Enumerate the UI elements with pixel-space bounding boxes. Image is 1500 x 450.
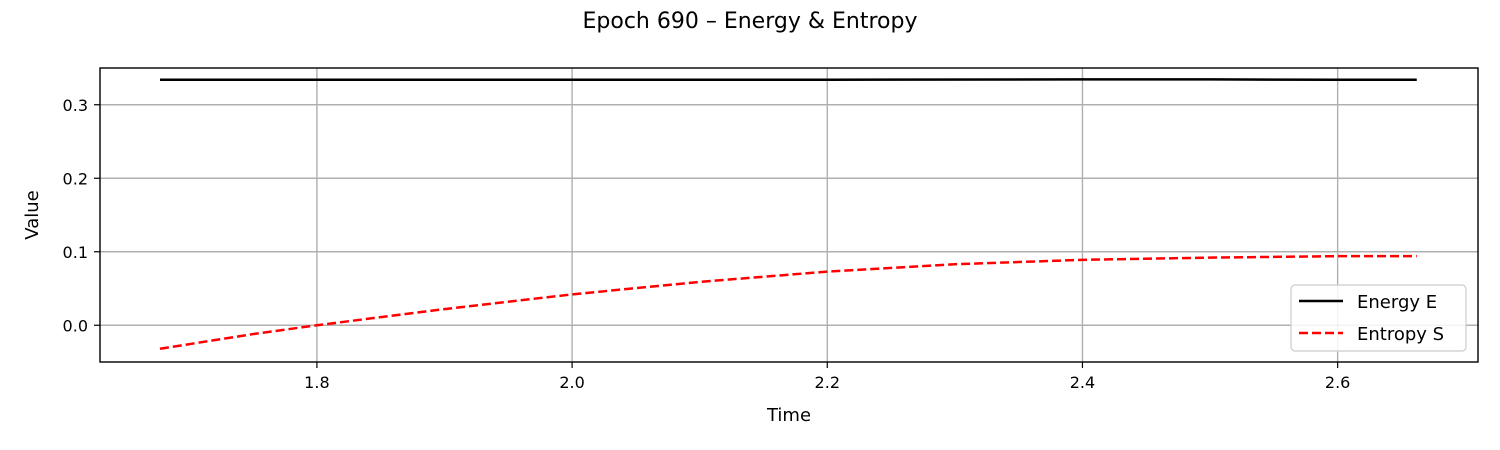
x-tick-label: 2.6 <box>1325 373 1350 392</box>
x-axis-label: Time <box>766 405 811 426</box>
plot-series <box>159 78 1417 351</box>
axis-ticks: 1.8 2.0 2.2 2.4 2.6 0.0 0.1 0.2 0.3 <box>63 96 1351 392</box>
legend: Energy E Entropy S <box>1290 284 1467 352</box>
y-tick-label: 0.1 <box>63 243 88 262</box>
y-axis-label: Value <box>22 190 43 239</box>
grid <box>100 68 1478 362</box>
y-tick-label: 0.2 <box>63 169 88 188</box>
x-tick-label: 1.8 <box>304 373 329 392</box>
chart-title: Epoch 690 – Energy & Entropy <box>583 9 918 34</box>
legend-label-entropy: Entropy S <box>1357 324 1444 345</box>
x-tick-label: 2.0 <box>559 373 584 392</box>
x-tick-label: 2.2 <box>815 373 840 392</box>
plot-frame <box>99 67 1479 363</box>
x-tick-label: 2.4 <box>1070 373 1095 392</box>
series-line-entropy-s <box>159 254 1417 351</box>
y-tick-label: 0.3 <box>63 96 88 115</box>
legend-label-energy: Energy E <box>1357 292 1437 313</box>
y-tick-label: 0.0 <box>63 316 88 335</box>
